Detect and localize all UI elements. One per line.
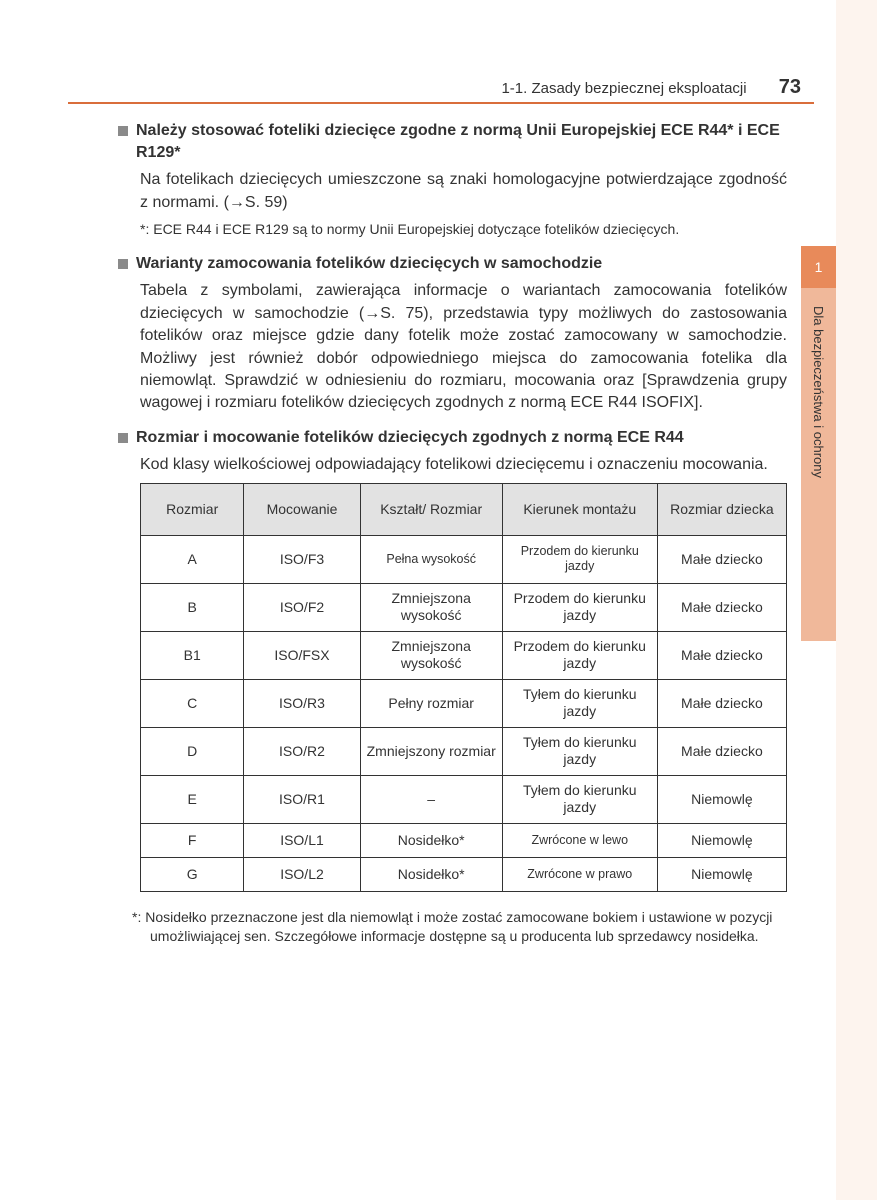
table-row: AISO/F3Pełna wysokośćPrzodem do kierunku… <box>141 535 787 583</box>
table-cell: ISO/L2 <box>244 857 360 891</box>
table-cell: B <box>141 583 244 631</box>
table-header-cell: Mocowanie <box>244 483 360 535</box>
table-header-cell: Kierunek montażu <box>502 483 657 535</box>
section-1-head: Należy stosować foteliki dziecięce zgodn… <box>140 120 787 163</box>
page-header: 1-1. Zasady bezpiecznej eksploatacji 73 <box>68 76 801 99</box>
chapter-number-text: 1 <box>815 259 823 275</box>
table-cell: Małe dziecko <box>657 583 786 631</box>
table-cell: ISO/L1 <box>244 823 360 857</box>
table-cell: ISO/R3 <box>244 679 360 727</box>
bullet-icon <box>118 259 128 269</box>
table-cell: Przodem do kierunku jazdy <box>502 535 657 583</box>
section-1-body: Na fotelikach dziecięcych umieszczone są… <box>140 169 787 214</box>
table-cell: ISO/FSX <box>244 631 360 679</box>
table-header-row: RozmiarMocowanieKształt/ RozmiarKierunek… <box>141 483 787 535</box>
section-2-title: Warianty zamocowania fotelików dziecięcy… <box>136 253 602 275</box>
section-label: 1-1. Zasady bezpiecznej eksploatacji <box>501 80 746 97</box>
table-row: GISO/L2Nosidełko*Zwrócone w prawoNiemowl… <box>141 857 787 891</box>
chapter-title-text: Dla bezpieczeństwa i ochrony <box>811 306 826 478</box>
table-cell: Tyłem do kierunku jazdy <box>502 679 657 727</box>
table-header-cell: Kształt/ Rozmiar <box>360 483 502 535</box>
content-area: Należy stosować foteliki dziecięce zgodn… <box>0 70 877 946</box>
table-cell: Pełny rozmiar <box>360 679 502 727</box>
table-cell: Nosidełko* <box>360 857 502 891</box>
table-cell: D <box>141 727 244 775</box>
page-bleed <box>836 0 877 1200</box>
table-body: AISO/F3Pełna wysokośćPrzodem do kierunku… <box>141 535 787 891</box>
table-row: FISO/L1Nosidełko*Zwrócone w lewoNiemowlę <box>141 823 787 857</box>
bullet-icon <box>118 433 128 443</box>
table-cell: ISO/R1 <box>244 775 360 823</box>
table-cell: Pełna wysokość <box>360 535 502 583</box>
page-number: 73 <box>779 76 801 98</box>
table-cell: Zmniejszona wysokość <box>360 583 502 631</box>
table-cell: Nosidełko* <box>360 823 502 857</box>
section-2-head: Warianty zamocowania fotelików dziecięcy… <box>140 253 787 275</box>
table-cell: B1 <box>141 631 244 679</box>
table-cell: Małe dziecko <box>657 727 786 775</box>
isofix-table: RozmiarMocowanieKształt/ RozmiarKierunek… <box>140 483 787 892</box>
manual-page: 1-1. Zasady bezpiecznej eksploatacji 73 … <box>0 0 877 1200</box>
table-cell: F <box>141 823 244 857</box>
table-cell: Niemowlę <box>657 857 786 891</box>
table-cell: Tyłem do kierunku jazdy <box>502 727 657 775</box>
table-row: CISO/R3Pełny rozmiarTyłem do kierunku ja… <box>141 679 787 727</box>
table-cell: G <box>141 857 244 891</box>
table-cell: Niemowlę <box>657 823 786 857</box>
table-cell: A <box>141 535 244 583</box>
section-3-head: Rozmiar i mocowanie fotelików dziecięcyc… <box>140 427 787 449</box>
table-cell: Tyłem do kierunku jazdy <box>502 775 657 823</box>
section-2-body: Tabela z symbolami, zawierająca informac… <box>140 280 787 414</box>
table-cell: Małe dziecko <box>657 535 786 583</box>
table-cell: Zmniejszony rozmiar <box>360 727 502 775</box>
table-cell: C <box>141 679 244 727</box>
table-cell: ISO/F2 <box>244 583 360 631</box>
table-cell: Przodem do kierunku jazdy <box>502 631 657 679</box>
table-cell: Zwrócone w lewo <box>502 823 657 857</box>
section-2: Warianty zamocowania fotelików dziecięcy… <box>140 253 787 415</box>
chapter-tab-number: 1 <box>801 246 836 288</box>
table-row: EISO/R1–Tyłem do kierunku jazdyNiemowlę <box>141 775 787 823</box>
table-header-cell: Rozmiar dziecka <box>657 483 786 535</box>
header-rule <box>68 102 814 104</box>
table-row: B1ISO/FSXZmniejszona wysokośćPrzodem do … <box>141 631 787 679</box>
table-cell: ISO/F3 <box>244 535 360 583</box>
bullet-icon <box>118 126 128 136</box>
table-cell: Małe dziecko <box>657 679 786 727</box>
table-row: BISO/F2Zmniejszona wysokośćPrzodem do ki… <box>141 583 787 631</box>
table-cell: E <box>141 775 244 823</box>
table-row: DISO/R2Zmniejszony rozmiarTyłem do kieru… <box>141 727 787 775</box>
table-cell: ISO/R2 <box>244 727 360 775</box>
table-cell: Przodem do kierunku jazdy <box>502 583 657 631</box>
section-3-title: Rozmiar i mocowanie fotelików dziecięcyc… <box>136 427 684 449</box>
table-cell: – <box>360 775 502 823</box>
section-1-title: Należy stosować foteliki dziecięce zgodn… <box>136 120 787 163</box>
section-1-note: *: ECE R44 i ECE R129 są to normy Unii E… <box>140 220 787 239</box>
bottom-footnote: *: Nosidełko przeznaczone jest dla niemo… <box>132 908 787 946</box>
section-1: Należy stosować foteliki dziecięce zgodn… <box>140 120 787 239</box>
table-cell: Małe dziecko <box>657 631 786 679</box>
section-3: Rozmiar i mocowanie fotelików dziecięcyc… <box>140 427 787 892</box>
table-cell: Niemowlę <box>657 775 786 823</box>
table-header-cell: Rozmiar <box>141 483 244 535</box>
table-cell: Zmniejszona wysokość <box>360 631 502 679</box>
chapter-tab-title: Dla bezpieczeństwa i ochrony <box>801 300 836 640</box>
section-3-body: Kod klasy wielkościowej odpowiadający fo… <box>140 454 787 476</box>
table-cell: Zwrócone w prawo <box>502 857 657 891</box>
